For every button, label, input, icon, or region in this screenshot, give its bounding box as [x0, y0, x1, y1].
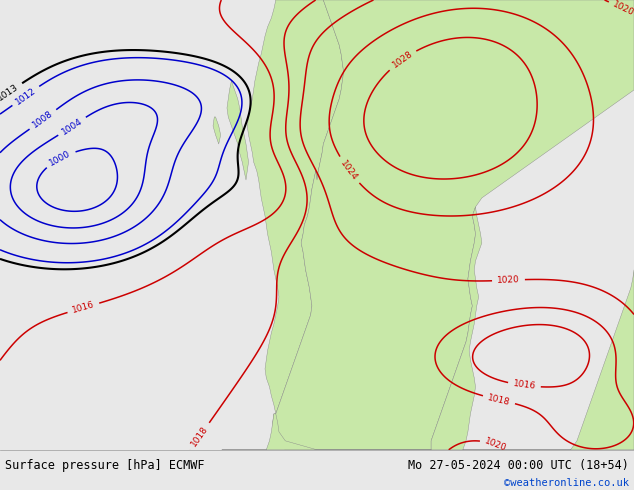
Text: 1004: 1004 — [60, 116, 84, 136]
Text: ©weatheronline.co.uk: ©weatheronline.co.uk — [504, 478, 629, 488]
Text: 1020: 1020 — [497, 275, 520, 285]
Text: Surface pressure [hPa] ECMWF: Surface pressure [hPa] ECMWF — [5, 459, 205, 471]
Text: 1016: 1016 — [512, 379, 536, 392]
Text: Mo 27-05-2024 00:00 UTC (18+54): Mo 27-05-2024 00:00 UTC (18+54) — [408, 459, 629, 471]
Text: 1000: 1000 — [48, 149, 73, 168]
Text: 1028: 1028 — [391, 49, 414, 70]
Text: 1020: 1020 — [611, 0, 634, 18]
Text: 1012: 1012 — [14, 86, 37, 106]
Text: 1024: 1024 — [339, 158, 359, 182]
Text: 1008: 1008 — [31, 109, 55, 130]
Text: 1018: 1018 — [190, 424, 210, 448]
Text: 1016: 1016 — [71, 300, 96, 315]
Text: 1020: 1020 — [484, 437, 508, 454]
Text: 1013: 1013 — [0, 82, 20, 102]
Text: 1018: 1018 — [487, 392, 511, 407]
